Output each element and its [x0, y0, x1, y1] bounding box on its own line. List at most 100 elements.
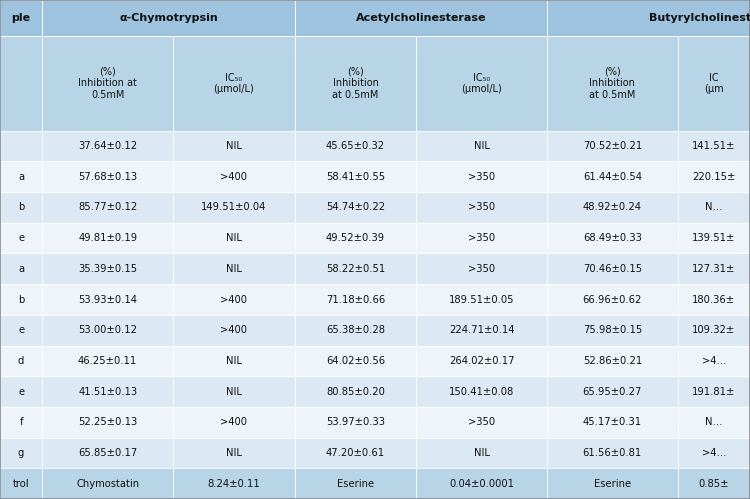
Bar [678, 36, 750, 131]
Bar [416, 407, 547, 438]
Text: Eserine: Eserine [594, 479, 631, 489]
Text: 49.52±0.39: 49.52±0.39 [326, 233, 386, 243]
Text: >400: >400 [220, 325, 248, 335]
Bar [173, 131, 295, 162]
Text: 139.51±: 139.51± [692, 233, 736, 243]
Text: ple: ple [11, 13, 31, 23]
Text: 49.81±0.19: 49.81±0.19 [78, 233, 137, 243]
Bar [547, 284, 678, 315]
Text: 68.49±0.33: 68.49±0.33 [583, 233, 642, 243]
Text: 264.02±0.17: 264.02±0.17 [449, 356, 514, 366]
Text: 80.85±0.20: 80.85±0.20 [326, 387, 385, 397]
Bar [173, 376, 295, 407]
Text: 71.18±0.66: 71.18±0.66 [326, 294, 386, 304]
Text: a: a [18, 264, 24, 274]
Bar [678, 162, 750, 192]
Bar [42, 438, 173, 468]
Bar [42, 162, 173, 192]
Bar [0, 162, 42, 192]
Text: NIL: NIL [226, 356, 242, 366]
Text: 35.39±0.15: 35.39±0.15 [78, 264, 137, 274]
Text: 220.15±: 220.15± [692, 172, 736, 182]
Text: Acetylcholinesterase: Acetylcholinesterase [356, 13, 486, 23]
Bar [173, 223, 295, 253]
Bar [173, 162, 295, 192]
Text: 75.98±0.15: 75.98±0.15 [583, 325, 642, 335]
Bar [416, 438, 547, 468]
Text: NIL: NIL [474, 141, 490, 151]
Text: IC
(μm: IC (μm [704, 72, 724, 94]
Text: a: a [18, 172, 24, 182]
Text: 61.56±0.81: 61.56±0.81 [583, 448, 642, 458]
Text: 46.25±0.11: 46.25±0.11 [78, 356, 137, 366]
Bar [416, 36, 547, 131]
Bar [295, 223, 416, 253]
Bar [0, 0, 42, 36]
Bar [0, 131, 42, 162]
Bar [547, 468, 678, 499]
Text: 57.68±0.13: 57.68±0.13 [78, 172, 137, 182]
Text: d: d [18, 356, 24, 366]
Text: Butyrylcholinester…: Butyrylcholinester… [649, 13, 750, 23]
Bar [547, 438, 678, 468]
Bar [42, 284, 173, 315]
Bar [295, 376, 416, 407]
Text: N…: N… [705, 417, 722, 427]
Bar [42, 36, 173, 131]
Text: 65.95±0.27: 65.95±0.27 [583, 387, 642, 397]
Text: NIL: NIL [474, 448, 490, 458]
Bar [295, 36, 416, 131]
Bar [416, 223, 547, 253]
Text: 54.74±0.22: 54.74±0.22 [326, 203, 386, 213]
Bar [42, 346, 173, 376]
Bar [173, 253, 295, 284]
Bar [0, 192, 42, 223]
Text: 48.92±0.24: 48.92±0.24 [583, 203, 642, 213]
Text: 64.02±0.56: 64.02±0.56 [326, 356, 386, 366]
Text: 47.20±0.61: 47.20±0.61 [326, 448, 386, 458]
Text: g: g [18, 448, 24, 458]
Bar [547, 192, 678, 223]
Text: e: e [18, 325, 24, 335]
Bar [0, 376, 42, 407]
Text: NIL: NIL [226, 387, 242, 397]
Text: e: e [18, 387, 24, 397]
Text: >350: >350 [468, 203, 495, 213]
Bar [678, 346, 750, 376]
Bar [416, 284, 547, 315]
Bar [416, 346, 547, 376]
Bar [678, 438, 750, 468]
Text: 45.65±0.32: 45.65±0.32 [326, 141, 386, 151]
Text: 141.51±: 141.51± [692, 141, 736, 151]
Text: Chymostatin: Chymostatin [76, 479, 140, 489]
Bar [416, 315, 547, 346]
Text: 0.04±0.0001: 0.04±0.0001 [449, 479, 514, 489]
Text: Eserine: Eserine [337, 479, 374, 489]
Bar [0, 253, 42, 284]
Bar [173, 407, 295, 438]
Text: >350: >350 [468, 172, 495, 182]
Text: 109.32±: 109.32± [692, 325, 736, 335]
Text: 127.31±: 127.31± [692, 264, 736, 274]
Text: 53.00±0.12: 53.00±0.12 [78, 325, 137, 335]
Bar [173, 438, 295, 468]
Text: 70.46±0.15: 70.46±0.15 [583, 264, 642, 274]
Text: >350: >350 [468, 264, 495, 274]
Text: 150.41±0.08: 150.41±0.08 [449, 387, 514, 397]
Bar [295, 438, 416, 468]
Text: b: b [18, 203, 24, 213]
Bar [0, 36, 42, 131]
Text: 8.24±0.11: 8.24±0.11 [208, 479, 260, 489]
Bar [678, 468, 750, 499]
Bar [295, 0, 547, 36]
Bar [416, 131, 547, 162]
Bar [547, 346, 678, 376]
Text: 0.85±: 0.85± [698, 479, 729, 489]
Bar [678, 315, 750, 346]
Text: >4…: >4… [701, 448, 726, 458]
Bar [0, 468, 42, 499]
Bar [678, 131, 750, 162]
Bar [547, 376, 678, 407]
Bar [0, 438, 42, 468]
Bar [0, 223, 42, 253]
